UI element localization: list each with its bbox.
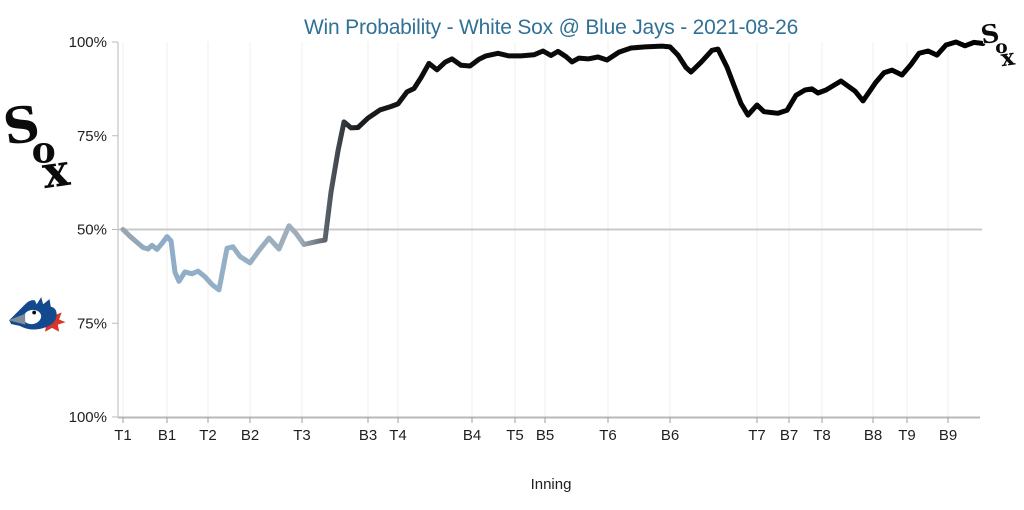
x-tick-label-T7: T7 bbox=[748, 427, 766, 444]
x-tick-label-B9: B9 bbox=[939, 427, 957, 444]
win-probability-line bbox=[120, 39, 986, 293]
x-tick-label-B8: B8 bbox=[864, 427, 882, 444]
x-tick-label-T3: T3 bbox=[293, 427, 311, 444]
white-sox-logo-art: S o x bbox=[2, 100, 75, 194]
y-tick-label: 75% bbox=[77, 128, 107, 145]
y-tick-label: 75% bbox=[77, 315, 107, 332]
blue-jay-beak bbox=[8, 313, 26, 325]
sox-letter-x: x bbox=[39, 144, 73, 194]
blue-jay-eye bbox=[32, 310, 37, 315]
white-sox-logo: S o x bbox=[2, 100, 76, 194]
white-sox-logo-line-end: S o x bbox=[980, 20, 1018, 70]
x-tick-label-B3: B3 bbox=[359, 427, 377, 444]
x-tick-label-B6: B6 bbox=[661, 427, 679, 444]
sox-letter-o: o bbox=[995, 37, 1007, 58]
x-tick-label-B7: B7 bbox=[780, 427, 798, 444]
sox-letter-s: S bbox=[980, 20, 1001, 50]
x-tick-label-B5: B5 bbox=[536, 427, 554, 444]
x-tick-label-T5: T5 bbox=[506, 427, 524, 444]
x-tick-label-T1: T1 bbox=[114, 427, 132, 444]
sox-letter-x: x bbox=[999, 44, 1016, 70]
blue-jays-logo-art bbox=[8, 297, 66, 332]
x-tick-label-T8: T8 bbox=[813, 427, 831, 444]
blue-jays-logo bbox=[6, 288, 70, 346]
x-tick-label-B4: B4 bbox=[463, 427, 481, 444]
y-tick-label: 50% bbox=[77, 222, 107, 239]
y-tick-label: 100% bbox=[69, 34, 107, 51]
chart-title: Win Probability - White Sox @ Blue Jays … bbox=[303, 16, 799, 39]
x-tick-label-B1: B1 bbox=[158, 427, 176, 444]
x-tick-label-T9: T9 bbox=[898, 427, 916, 444]
x-axis-title: Inning bbox=[530, 476, 572, 493]
sox-letter-s: S bbox=[2, 100, 43, 157]
white-sox-logo-end-art: S o x bbox=[980, 20, 1018, 70]
x-tick-label-B2: B2 bbox=[241, 427, 259, 444]
blue-jay-face bbox=[23, 309, 42, 325]
x-tick-label-T4: T4 bbox=[389, 427, 407, 444]
sox-letter-o: o bbox=[32, 129, 56, 172]
x-tick-label-T2: T2 bbox=[199, 427, 217, 444]
y-tick-label: 100% bbox=[69, 409, 107, 426]
x-tick-label-T6: T6 bbox=[599, 427, 617, 444]
